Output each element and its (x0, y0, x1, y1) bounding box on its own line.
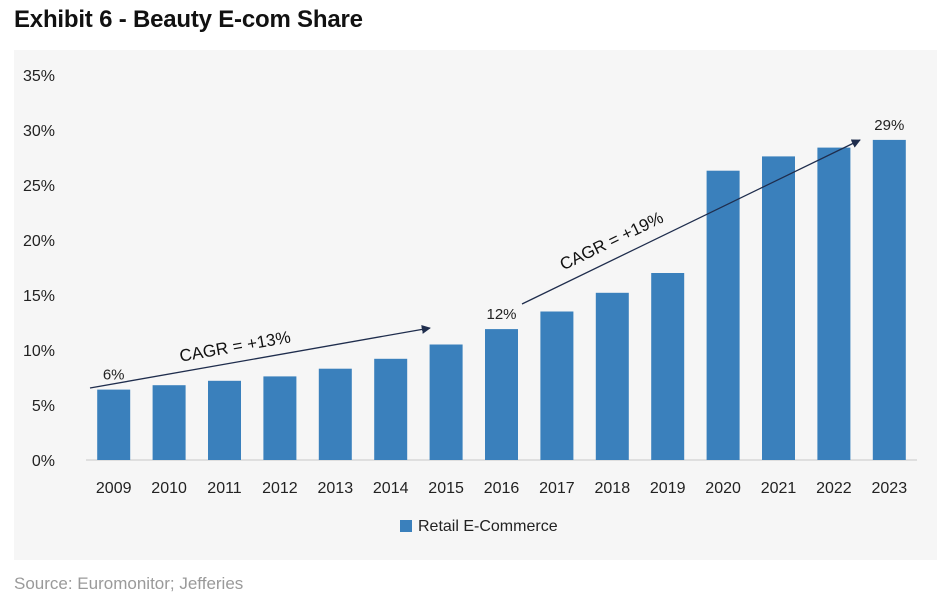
chart-area: 0% 5% 10% 15% 20% 25% 30% 35% 2009 2010 2011 2012 20… (14, 50, 937, 560)
bar-2022 (817, 147, 851, 460)
bar-chart: 0% 5% 10% 15% 20% 25% 30% 35% 2009 2010 2011 2012 20… (23, 68, 917, 535)
y-tick-label: 30% (23, 123, 55, 140)
bar-2018 (595, 292, 629, 460)
x-tick-label: 2012 (262, 480, 298, 497)
cagr-arrow (521, 139, 861, 305)
data-label: 29% (874, 117, 904, 134)
x-tick-label: 2020 (705, 480, 741, 497)
bar-2014 (374, 358, 408, 460)
x-tick-label: 2021 (761, 480, 797, 497)
bar-2017 (540, 311, 574, 460)
chart-title: Exhibit 6 - Beauty E-com Share (14, 6, 363, 33)
x-tick-label: 2009 (96, 480, 132, 497)
bar-2012 (263, 376, 297, 460)
legend-label: Retail E-Commerce (418, 518, 558, 535)
bar-2010 (152, 385, 186, 460)
data-label: 6% (103, 367, 125, 384)
y-tick-label: 10% (23, 343, 55, 360)
x-tick-label: 2010 (151, 480, 187, 497)
x-tick-label: 2011 (207, 480, 242, 497)
bar-2023 (872, 139, 906, 460)
bar-2021 (762, 156, 795, 460)
y-tick-label: 25% (23, 178, 55, 195)
bar-2011 (208, 380, 241, 460)
y-tick-label: 35% (23, 68, 55, 85)
bar-2009 (97, 389, 131, 460)
x-tick-label: 2015 (428, 480, 464, 497)
y-tick-label: 15% (23, 288, 55, 305)
x-tick-label: 2022 (816, 480, 852, 497)
x-tick-label: 2023 (872, 480, 908, 497)
bar-2013 (318, 368, 352, 460)
y-tick-label: 5% (32, 398, 55, 415)
data-label: 12% (486, 306, 516, 323)
cagr-label: CAGR = +19% (557, 208, 666, 274)
x-tick-label: 2016 (484, 480, 520, 497)
cagr-arrow (89, 324, 431, 389)
bar-2019 (651, 273, 685, 460)
y-tick-label: 0% (32, 453, 55, 470)
source-note: Source: Euromonitor; Jefferies (14, 574, 244, 593)
bar-2020 (706, 170, 740, 460)
legend-swatch (400, 520, 412, 532)
x-tick-label: 2013 (318, 480, 354, 497)
x-tick-label: 2014 (373, 480, 409, 497)
cagr-label: CAGR = +13% (178, 327, 292, 365)
bar-2016 (485, 329, 518, 460)
bar-2015 (429, 344, 463, 460)
x-tick-label: 2019 (650, 480, 686, 497)
x-tick-label: 2018 (595, 480, 631, 497)
y-tick-label: 20% (23, 233, 55, 250)
x-tick-label: 2017 (539, 480, 575, 497)
